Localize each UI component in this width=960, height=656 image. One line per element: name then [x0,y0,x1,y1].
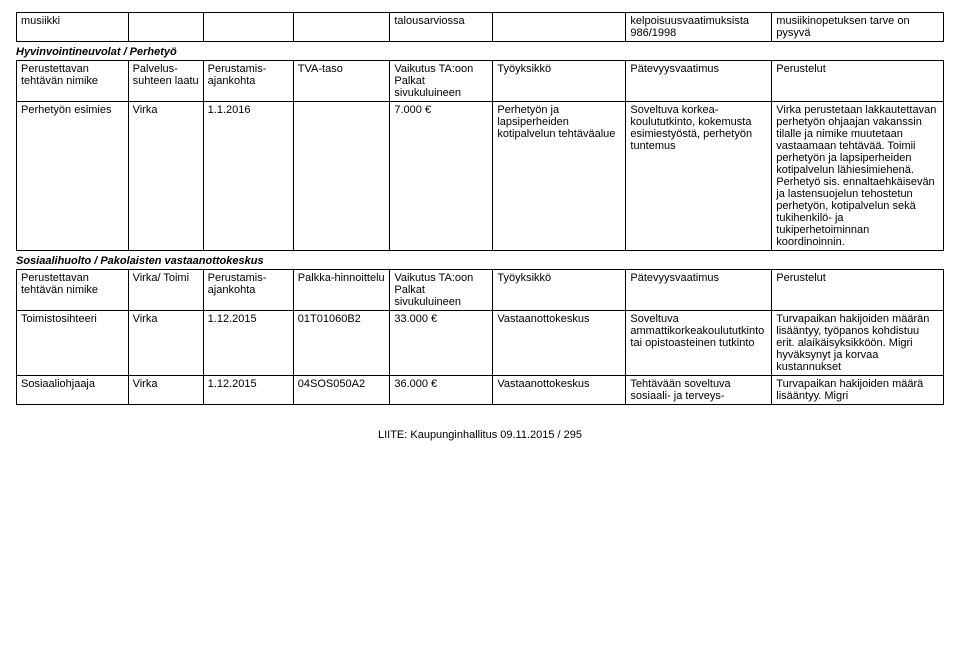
cell: 1.12.2015 [203,376,293,405]
cell: musiikinopetuksen tarve on pysyvä [772,13,944,42]
cell [493,13,626,42]
cell: Perhetyön ja lapsiperheiden kotipalvelun… [493,102,626,251]
cell [293,102,390,251]
col-header: Perustelut [772,61,944,102]
cell: Sosiaaliohjaaja [17,376,129,405]
table-row: Perhetyön esimies Virka 1.1.2016 7.000 €… [17,102,944,251]
cell: 01T01060B2 [293,311,390,376]
col-header: Vaikutus TA:oon Palkat sivukuluineen [390,61,493,102]
cell: 36.000 € [390,376,493,405]
table-row: musiikki talousarviossa kelpoisuusvaatim… [17,13,944,42]
cell: 7.000 € [390,102,493,251]
table-header-row: Perustettavan tehtävän nimike Virka/ Toi… [17,270,944,311]
col-header: Vaikutus TA:oon Palkat sivukuluineen [390,270,493,311]
col-header: Perustettavan tehtävän nimike [17,61,129,102]
cell [203,13,293,42]
cell: Tehtävään soveltuva sosiaali- ja terveys… [626,376,772,405]
col-header: Perustamis-ajankohta [203,270,293,311]
cell: musiikki [17,13,129,42]
page-footer: LIITE: Kaupunginhallitus 09.11.2015 / 29… [16,429,944,441]
col-header: Pätevyysvaatimus [626,61,772,102]
cell: kelpoisuusvaatimuksista 986/1998 [626,13,772,42]
section-title-2: Sosiaalihuolto / Pakolaisten vastaanotto… [16,255,944,267]
cell: Virka perustetaan lakkautettavan perhety… [772,102,944,251]
table-header-row: Perustettavan tehtävän nimike Palvelus-s… [17,61,944,102]
cell [128,13,203,42]
cell: Vastaanottokeskus [493,311,626,376]
col-header: Virka/ Toimi [128,270,203,311]
col-header: Työyksikkö [493,270,626,311]
cell: Virka [128,102,203,251]
col-header: Työyksikkö [493,61,626,102]
col-header: TVA-taso [293,61,390,102]
cell: Virka [128,311,203,376]
col-header: Perustamis-ajankohta [203,61,293,102]
cell: talousarviossa [390,13,493,42]
cell [293,13,390,42]
col-header: Pätevyysvaatimus [626,270,772,311]
cell: Turvapaikan hakijoiden määrän lisääntyy,… [772,311,944,376]
cell: 04SOS050A2 [293,376,390,405]
section2-table: Perustettavan tehtävän nimike Virka/ Toi… [16,269,944,405]
cell: Toimistosihteeri [17,311,129,376]
col-header: Palkka-hinnoittelu [293,270,390,311]
table-row: Sosiaaliohjaaja Virka 1.12.2015 04SOS050… [17,376,944,405]
cell: 1.1.2016 [203,102,293,251]
section-title-1: Hyvinvointineuvolat / Perhetyö [16,46,944,58]
cell: 33.000 € [390,311,493,376]
cell: Perhetyön esimies [17,102,129,251]
cell: Soveltuva korkea-koulututkinto, kokemust… [626,102,772,251]
cell: 1.12.2015 [203,311,293,376]
cell: Soveltuva ammattikorkeakoulututkinto tai… [626,311,772,376]
table-row: Toimistosihteeri Virka 1.12.2015 01T0106… [17,311,944,376]
cell: Virka [128,376,203,405]
cell: Turvapaikan hakijoiden määrä lisääntyy. … [772,376,944,405]
cell: Vastaanottokeskus [493,376,626,405]
col-header: Perustelut [772,270,944,311]
top-fragment-table: musiikki talousarviossa kelpoisuusvaatim… [16,12,944,42]
col-header: Perustettavan tehtävän nimike [17,270,129,311]
col-header: Palvelus-suhteen laatu [128,61,203,102]
section1-table: Perustettavan tehtävän nimike Palvelus-s… [16,60,944,251]
